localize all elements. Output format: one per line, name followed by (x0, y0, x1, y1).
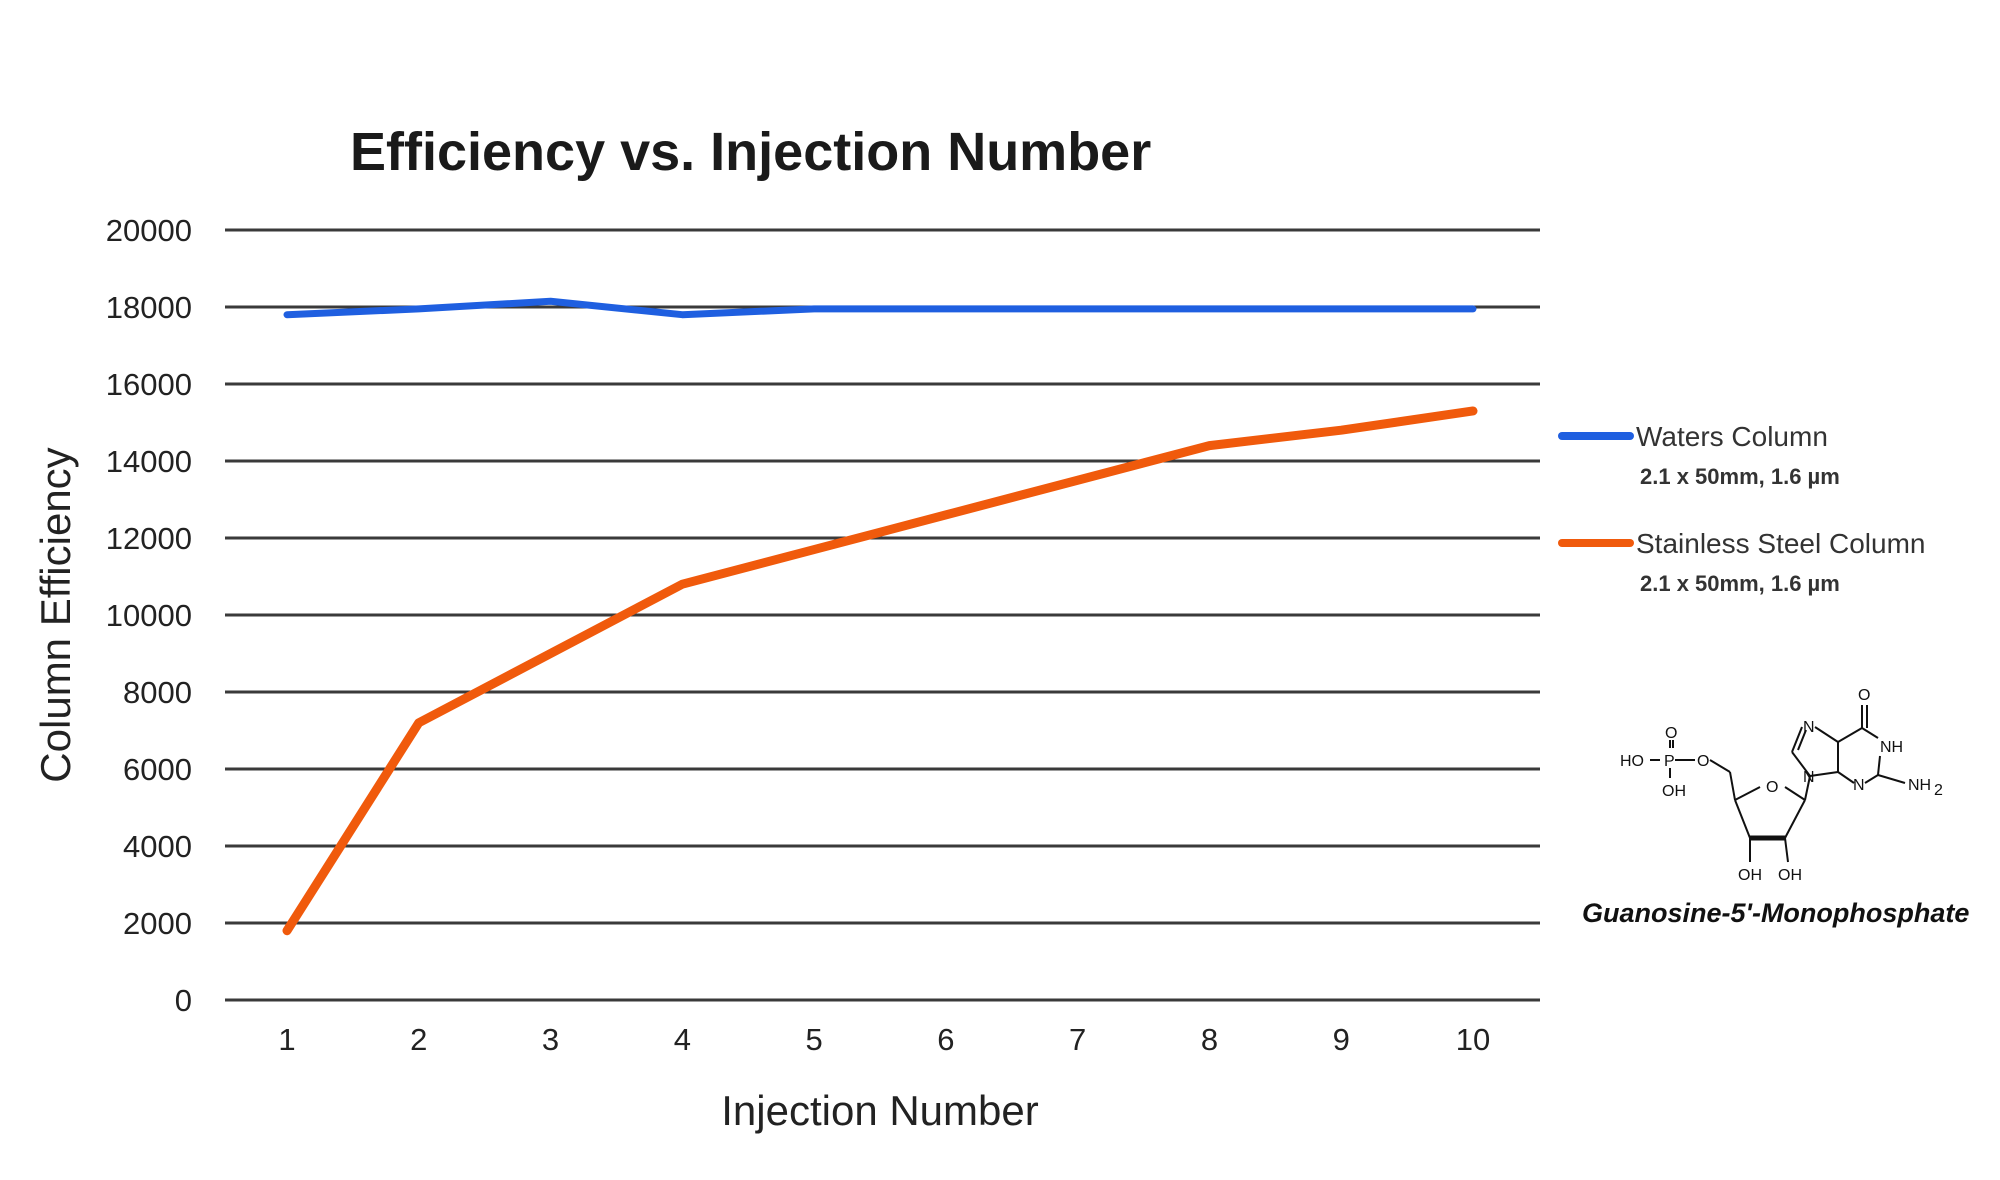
y-tick-label: 14000 (106, 444, 192, 479)
series-line-waters (283, 297, 1477, 319)
molecule-structure (1650, 705, 1906, 863)
x-tick-labels: 1 2 3 4 5 6 7 8 9 10 (278, 1022, 1490, 1057)
mol-label-nh2: NH (1908, 777, 1931, 794)
chart-title: Efficiency vs. Injection Number (350, 122, 1151, 182)
mol-label-oh-phosphate: OH (1662, 783, 1686, 800)
y-tick-label: 10000 (106, 598, 192, 633)
gridlines (225, 228, 1540, 1002)
x-tick-label: 1 (278, 1022, 295, 1057)
y-tick-label: 16000 (106, 367, 192, 402)
series (282, 297, 1478, 936)
x-axis-label: Injection Number (721, 1087, 1038, 1134)
y-tick-labels: 0 2000 4000 6000 8000 10000 12000 14000 16000 180… (106, 213, 192, 1018)
molecule-labels: HO P O O OH O OH OH N N O NH N NH 2 (1620, 687, 1943, 884)
x-tick-label: 3 (542, 1022, 559, 1057)
y-tick-label: 2000 (123, 906, 192, 941)
legend-label-waters: Waters Column (1636, 421, 1828, 452)
mol-label-p: P (1664, 753, 1675, 770)
x-tick-label: 4 (674, 1022, 691, 1057)
y-tick-label: 12000 (106, 521, 192, 556)
legend-detail-steel: 2.1 x 50mm, 1.6 µm (1640, 571, 1840, 596)
y-axis-label: Column Efficiency (32, 447, 79, 782)
mol-label-nh2-subscript: 2 (1934, 782, 1943, 799)
mol-label-n9: N (1803, 769, 1815, 786)
legend: Waters Column 2.1 x 50mm, 1.6 µm Stainle… (1558, 421, 1925, 596)
mol-label-oh-left: OH (1738, 867, 1762, 884)
legend-detail-waters: 2.1 x 50mm, 1.6 µm (1640, 464, 1840, 489)
y-tick-label: 0 (175, 983, 192, 1018)
mol-label-o-bridge: O (1697, 753, 1709, 770)
x-tick-label: 9 (1333, 1022, 1350, 1057)
molecule-caption: Guanosine-5'-Monophosphate (1582, 898, 1969, 928)
y-tick-label: 18000 (106, 290, 192, 325)
mol-label-o-ring: O (1766, 779, 1778, 796)
y-tick-label: 20000 (106, 213, 192, 248)
mol-label-n3: N (1853, 777, 1865, 794)
y-tick-label: 8000 (123, 675, 192, 710)
series-line-stainless-steel (282, 406, 1478, 936)
x-tick-label: 2 (410, 1022, 427, 1057)
mol-label-nh: NH (1880, 739, 1903, 756)
legend-label-steel: Stainless Steel Column (1636, 528, 1925, 559)
mol-label-o-carbonyl: O (1858, 687, 1870, 704)
x-tick-label: 6 (937, 1022, 954, 1057)
x-tick-label: 10 (1456, 1022, 1490, 1057)
x-tick-label: 7 (1069, 1022, 1086, 1057)
x-tick-label: 8 (1201, 1022, 1218, 1057)
mol-label-ho: HO (1620, 753, 1644, 770)
x-tick-label: 5 (805, 1022, 822, 1057)
mol-label-oh-right: OH (1778, 867, 1802, 884)
mol-label-n7: N (1803, 719, 1815, 736)
mol-label-o-top: O (1665, 725, 1677, 742)
y-tick-label: 6000 (123, 752, 192, 787)
y-tick-label: 4000 (123, 829, 192, 864)
